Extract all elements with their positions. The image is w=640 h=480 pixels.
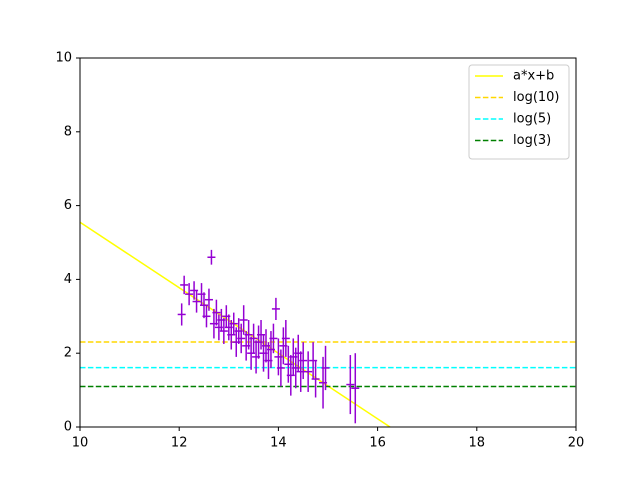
plot-area bbox=[80, 221, 576, 427]
x-tick-label: 20 bbox=[568, 436, 585, 451]
legend-label: log(10) bbox=[513, 90, 560, 105]
y-tick-label: 2 bbox=[64, 346, 72, 361]
y-tick-label: 6 bbox=[64, 198, 72, 213]
y-tick-label: 8 bbox=[64, 124, 72, 139]
x-tick-label: 18 bbox=[469, 436, 486, 451]
y-tick-label: 4 bbox=[64, 272, 72, 287]
legend-label: a*x+b bbox=[513, 69, 554, 84]
legend-label: log(5) bbox=[513, 112, 551, 127]
legend: a*x+b log(10) log(5) log(3) bbox=[468, 64, 570, 160]
x-tick-label: 16 bbox=[369, 436, 386, 451]
legend-box bbox=[468, 64, 570, 160]
x-tick-label: 14 bbox=[270, 436, 287, 451]
y-tick-label: 0 bbox=[64, 420, 72, 435]
x-tick-label: 12 bbox=[171, 436, 188, 451]
fit-line bbox=[80, 221, 391, 427]
x-tick-label: 10 bbox=[72, 436, 89, 451]
axes-frame bbox=[79, 57, 577, 428]
legend-label: log(3) bbox=[513, 133, 551, 148]
y-tick-label: 10 bbox=[55, 51, 72, 66]
